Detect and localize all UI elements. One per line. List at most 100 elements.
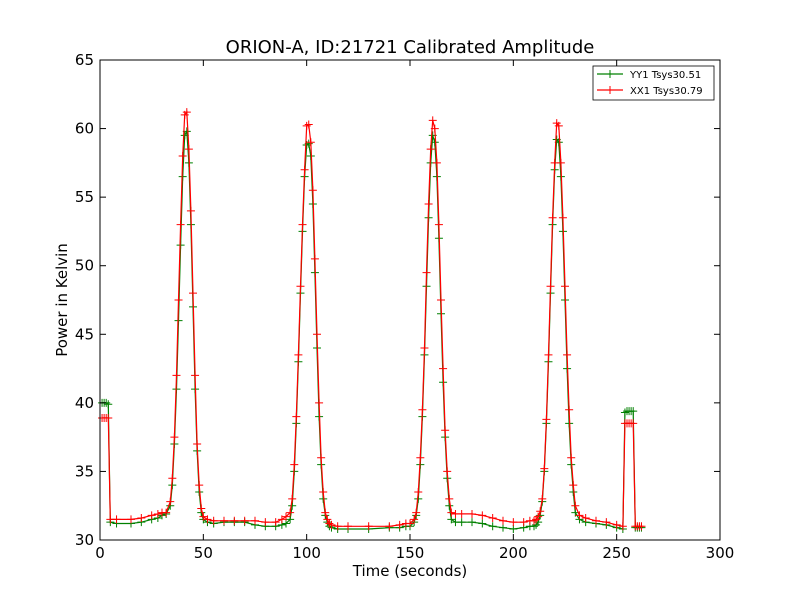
data-point: [364, 522, 373, 531]
data-point: [412, 508, 421, 517]
data-point: [327, 520, 336, 529]
data-point: [612, 520, 621, 529]
data-point: [294, 350, 303, 359]
data-point: [209, 516, 218, 525]
data-point: [172, 371, 181, 380]
data-point: [199, 512, 208, 521]
data-point: [416, 453, 425, 462]
data-point: [548, 213, 557, 222]
legend-marker: [606, 70, 614, 78]
data-point: [565, 405, 574, 414]
data-point: [420, 344, 429, 352]
y-tick-label: 45: [75, 325, 94, 343]
data-point: [418, 405, 427, 414]
data-point: [414, 488, 423, 496]
data-point: [290, 460, 299, 469]
data-point: [313, 330, 321, 339]
data-point: [147, 511, 156, 520]
data-point: [174, 296, 183, 304]
data-point: [306, 138, 315, 147]
x-tick-label: 50: [194, 544, 213, 562]
data-point: [556, 158, 565, 167]
data-point: [542, 415, 551, 424]
y-tick-label: 30: [75, 531, 94, 549]
data-point: [321, 508, 330, 517]
y-tick-label: 65: [75, 51, 94, 69]
data-point: [180, 131, 189, 140]
data-point: [544, 350, 553, 359]
data-point: [153, 509, 162, 518]
data-point: [304, 120, 313, 129]
data-point: [538, 494, 547, 503]
data-point: [203, 515, 212, 524]
chart-title: ORION-A, ID:21721 Calibrated Amplitude: [226, 37, 595, 58]
x-tick-label: 100: [292, 544, 321, 562]
data-point: [319, 488, 328, 496]
data-point: [298, 220, 307, 229]
series-1: [98, 108, 646, 531]
data-point: [592, 516, 600, 525]
y-axis: 30 35 40 45 50 55 60 65: [75, 51, 720, 549]
data-point: [567, 453, 576, 462]
legend: YY1 Tsys30.51 XX1 Tsys30.79: [592, 65, 715, 101]
data-point: [430, 124, 439, 133]
y-tick-label: 40: [75, 394, 94, 412]
data-point: [104, 413, 113, 422]
y-axis-label: Power in Kelvin: [53, 243, 71, 357]
x-tick-label: 300: [706, 544, 735, 562]
data-point: [428, 116, 437, 125]
series-group: [98, 108, 646, 534]
data-point: [439, 364, 448, 373]
data-point: [178, 152, 187, 160]
data-point: [488, 522, 497, 531]
data-point: [166, 497, 175, 506]
data-point: [519, 518, 528, 527]
data-point: [629, 407, 638, 416]
data-point: [302, 141, 311, 150]
data-point: [308, 186, 317, 195]
data-point: [162, 508, 171, 517]
data-point: [443, 467, 452, 476]
data-point: [602, 518, 611, 527]
data-point: [296, 282, 305, 291]
legend-box: [592, 65, 715, 101]
data-point: [441, 426, 450, 435]
data-point: [426, 145, 435, 154]
data-point: [112, 515, 121, 524]
data-point: [629, 419, 638, 428]
data-point: [637, 522, 646, 531]
data-point: [344, 522, 352, 531]
data-point: [191, 371, 200, 380]
data-point: [261, 518, 270, 527]
x-tick-label: 0: [95, 544, 105, 562]
data-point: [445, 494, 454, 503]
x-axis-label: Time (seconds): [352, 562, 468, 580]
data-point: [478, 511, 487, 520]
data-point: [561, 282, 569, 291]
legend-label: YY1 Tsys30.51: [629, 70, 701, 81]
data-point: [288, 501, 297, 510]
data-point: [558, 213, 567, 222]
data-point: [430, 138, 439, 147]
legend-label: XX1 Tsys30.79: [630, 86, 703, 97]
data-point: [468, 509, 476, 518]
y-tick-label: 55: [75, 188, 94, 206]
data-point: [457, 518, 466, 527]
data-point: [182, 108, 191, 117]
data-point: [546, 282, 555, 291]
data-point: [170, 433, 179, 442]
plot-area: [98, 59, 721, 541]
data-point: [277, 515, 286, 524]
data-point: [168, 474, 177, 483]
data-point: [104, 400, 113, 409]
data-point: [569, 481, 578, 490]
data-point: [581, 514, 590, 523]
data-point: [434, 220, 443, 229]
data-point: [540, 464, 549, 473]
data-point: [488, 514, 497, 523]
y-tick-label: 60: [75, 120, 94, 138]
data-point: [424, 200, 433, 208]
data-point: [385, 522, 394, 531]
data-point: [282, 512, 290, 521]
